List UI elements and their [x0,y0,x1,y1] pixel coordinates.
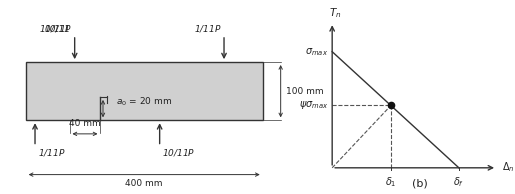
Text: $\Delta_n$: $\Delta_n$ [502,160,514,174]
Text: 100 mm: 100 mm [286,87,323,96]
Text: $T_n$: $T_n$ [329,7,341,20]
Text: $\sigma_{max}$: $\sigma_{max}$ [305,46,328,58]
Text: $\delta_f$: $\delta_f$ [453,176,465,189]
Text: 1/11$P$: 1/11$P$ [38,147,65,158]
Text: $a_0$ = 20 mm: $a_0$ = 20 mm [116,96,172,108]
Text: $\delta_1$: $\delta_1$ [385,176,397,189]
Text: $\psi\sigma_{max}$: $\psi\sigma_{max}$ [299,100,328,112]
Text: 1/11$P$: 1/11$P$ [194,23,221,34]
Text: 10/11$P$: 10/11$P$ [39,23,72,34]
Text: 10/11: 10/11 [45,25,71,34]
Text: (b): (b) [412,178,427,188]
Bar [26,62,263,120]
Text: 400 mm: 400 mm [126,179,163,188]
Text: 10/11$P$: 10/11$P$ [162,147,196,158]
Text: 40 mm: 40 mm [69,119,101,128]
